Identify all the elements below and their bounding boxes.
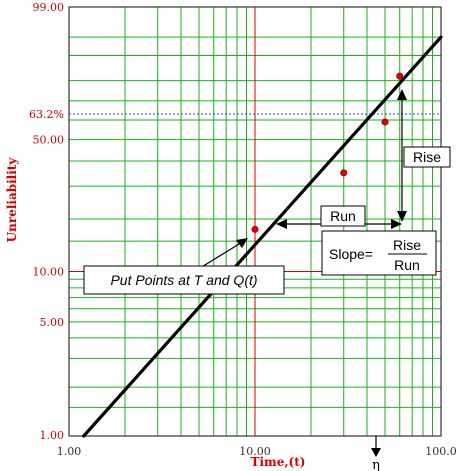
y-tick-label: 99.00 [33, 1, 65, 14]
data-point [251, 225, 259, 233]
plot-frame [68, 6, 442, 437]
y-tick-label: 10.00 [33, 265, 65, 278]
run-arrow-head-right [391, 219, 402, 229]
put-points-label: Put Points at T and Q(t) [110, 272, 257, 288]
fit-line-layer [82, 35, 443, 438]
data-points [251, 72, 404, 233]
y-tick-label: 63.2% [29, 108, 64, 121]
eta-label: η [372, 458, 380, 471]
slope-box [321, 230, 437, 276]
data-point [381, 118, 389, 126]
x-tick-label: 100.0 [425, 445, 457, 458]
put-points-arrow-head [236, 238, 248, 248]
run-label: Run [330, 208, 356, 224]
y-tick-label: 5.00 [40, 316, 65, 329]
put-points-box [83, 265, 285, 295]
fit-line [82, 35, 443, 438]
rise-arrow-head-top [397, 89, 407, 100]
slope-denominator: Run [394, 257, 420, 273]
rise-arrow-head-bottom [397, 211, 407, 222]
run-arrow-head-left [276, 219, 287, 229]
data-point [340, 169, 348, 177]
y-tick-label: 1.00 [40, 429, 65, 442]
tick-labels: 99.00 63.2% 50.00 10.00 5.00 1.00 1.00 10.00 100… [29, 1, 457, 458]
x-tick-label: 1.00 [57, 445, 82, 458]
x-tick-label: 10.00 [239, 445, 271, 458]
data-point [396, 72, 404, 80]
x-axis-label: Time,(t) [251, 455, 306, 469]
slope-numerator: Rise [393, 237, 421, 253]
y-axis-label: Unreliability [5, 157, 19, 243]
rise-label-box [403, 146, 451, 168]
eta-arrow-head [371, 448, 381, 457]
put-points-arrow-line [199, 240, 245, 269]
run-label-box [320, 205, 366, 227]
slope-prefix: Slope= [329, 246, 373, 262]
y-tick-label: 50.00 [33, 134, 65, 147]
rise-label: Rise [413, 149, 441, 165]
